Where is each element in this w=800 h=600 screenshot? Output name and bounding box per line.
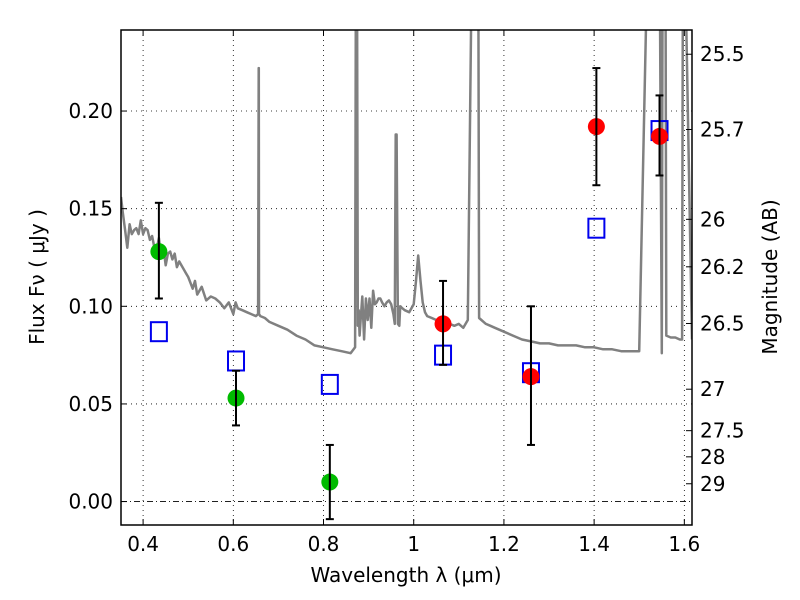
x-tick-label: 1 bbox=[407, 532, 420, 556]
y-tick-label: 0.20 bbox=[68, 99, 113, 123]
y-tick-label: 0.00 bbox=[68, 490, 113, 514]
data-marks bbox=[149, 67, 669, 521]
y2-tick-label: 26.5 bbox=[700, 311, 745, 335]
y-axis-ticks: 0.00 0.05 0.10 0.15 0.20 bbox=[68, 99, 127, 514]
model-photometry-square bbox=[320, 373, 339, 395]
y-tick-label: 0.05 bbox=[68, 392, 113, 416]
x-tick-label: 0.4 bbox=[127, 532, 159, 556]
y2-tick-label: 28 bbox=[700, 445, 725, 469]
y2-tick-label: 26 bbox=[700, 207, 725, 231]
x-axis-ticks: 0.4 0.6 0.8 1 1.2 1.4 1.6 bbox=[127, 30, 700, 556]
x-tick-label: 1.2 bbox=[488, 532, 520, 556]
y2-tick-label: 26.2 bbox=[700, 255, 745, 279]
y2-tick-label: 25.5 bbox=[700, 42, 745, 66]
x-tick-label: 1.4 bbox=[578, 532, 610, 556]
y2-axis-label: Magnitude (AB) bbox=[758, 199, 782, 354]
model-photometry-square bbox=[149, 321, 168, 343]
plot-frame bbox=[120, 29, 693, 526]
x-tick-label: 1.6 bbox=[668, 532, 700, 556]
x-tick-label: 0.6 bbox=[217, 532, 249, 556]
y2-tick-label: 29 bbox=[700, 472, 725, 496]
x-axis-label: Wavelength λ (μm) bbox=[310, 563, 501, 587]
y-tick-label: 0.15 bbox=[68, 197, 113, 221]
model-photometry-square bbox=[587, 217, 606, 239]
y2-tick-label: 27.5 bbox=[700, 419, 745, 443]
y-tick-label: 0.10 bbox=[68, 294, 113, 318]
y2-axis-ticks: 25.5 25.7 26 26.2 26.5 27 27.528 29 bbox=[686, 42, 745, 496]
y2-tick-label: 25.7 bbox=[700, 117, 745, 141]
x-tick-label: 0.8 bbox=[308, 532, 340, 556]
y2-tick-label: 27 bbox=[700, 377, 725, 401]
model-spectrum-line bbox=[121, 30, 692, 355]
y-axis-label: Flux Fν ( μJy ) bbox=[25, 209, 49, 345]
